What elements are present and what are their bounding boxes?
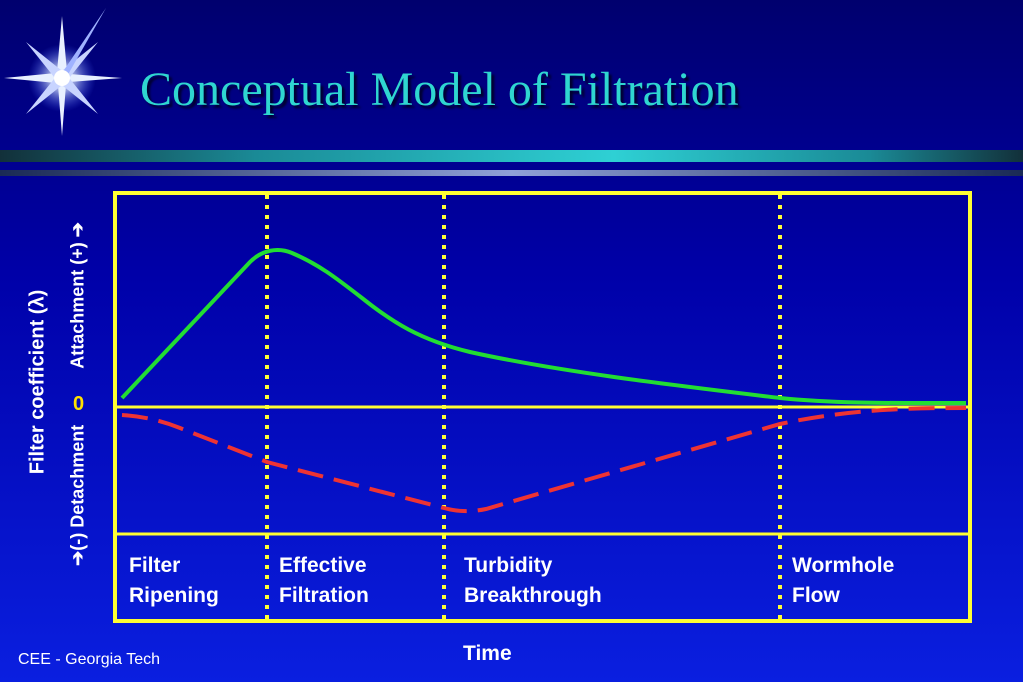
x-axis-label: Time bbox=[463, 642, 512, 665]
attachment-label: Attachment (+) ➔ bbox=[67, 222, 88, 369]
detachment-curve bbox=[121, 406, 967, 514]
y-axis-label: Filter coefficient (λ) bbox=[26, 289, 49, 475]
title-divider-bar bbox=[0, 150, 1023, 162]
phase-label-effective-filtration: Effective Filtration bbox=[279, 554, 369, 607]
attachment-curve bbox=[120, 248, 967, 406]
footer-credit: CEE - Georgia Tech bbox=[18, 651, 160, 668]
phase-label-wormhole-flow: Wormhole Flow bbox=[792, 554, 895, 607]
phase-label-filter-ripening: Filter Ripening bbox=[129, 554, 219, 607]
page-title: Conceptual Model of Filtration bbox=[140, 63, 739, 116]
detachment-label: ➔(-) Detachment bbox=[67, 424, 88, 566]
phase-label-turbidity-breakthrough: Turbidity Breakthrough bbox=[464, 554, 602, 607]
zero-label: 0 bbox=[73, 393, 85, 415]
title-divider-line bbox=[0, 170, 1023, 176]
